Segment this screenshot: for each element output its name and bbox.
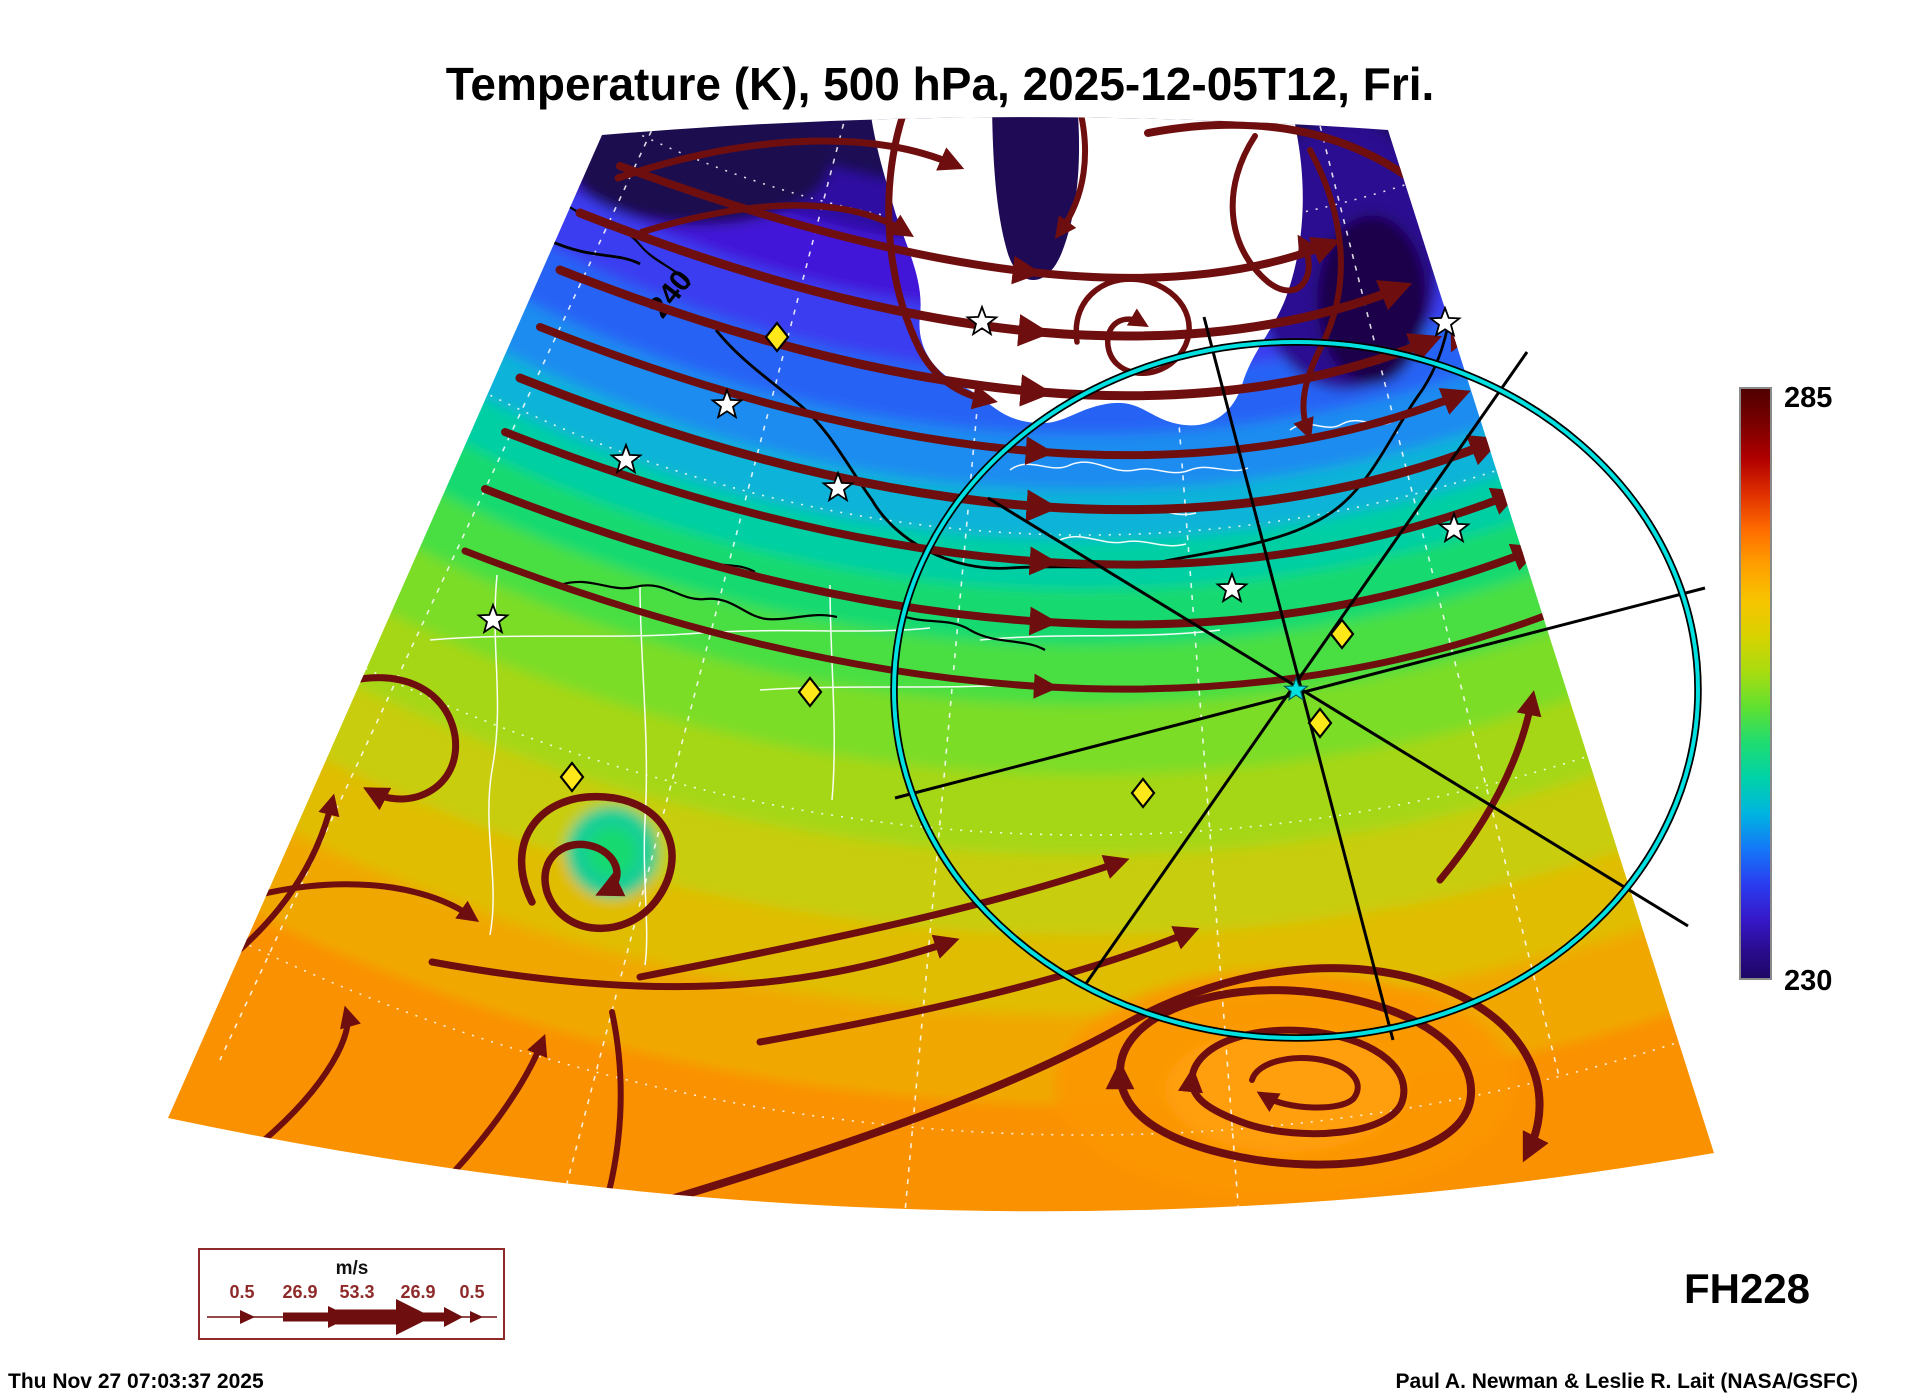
colorbar-min-label: 230 [1784,965,1832,997]
wind-scale-legend: m/s 0.5 26.9 53.3 26.9 0.5 [198,1248,505,1340]
credit-line: Paul A. Newman & Leslie R. Lait (NASA/GS… [1396,1370,1858,1393]
wind-tick: 53.3 [339,1282,374,1302]
range-ring [890,338,1702,1042]
wind-tick: 0.5 [459,1282,484,1302]
map-fan: 240 [168,117,1714,1212]
wind-scale-glyph [207,1299,497,1335]
colorbar-max-label: 285 [1784,382,1832,414]
generated-timestamp: Thu Nov 27 07:03:37 2025 [8,1370,264,1393]
wind-tick: 26.9 [400,1282,435,1302]
figure-title: Temperature (K), 500 hPa, 2025-12-05T12,… [446,58,1435,110]
colorbar: 285 230 [1739,382,1832,997]
wind-legend-units: m/s [336,1258,369,1279]
wind-tick: 26.9 [282,1282,317,1302]
forecast-hour-label: FH228 [1684,1265,1810,1312]
no-data-region [868,117,1303,426]
colorbar-gradient [1739,387,1772,980]
wind-tick: 0.5 [229,1282,254,1302]
